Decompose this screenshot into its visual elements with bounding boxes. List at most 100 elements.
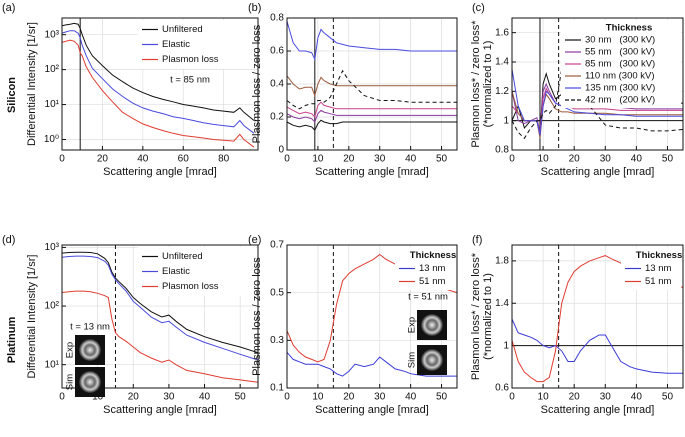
x-tick-label: 0 (284, 154, 290, 165)
legend-title: Thickness (410, 250, 456, 261)
plot-area (62, 245, 258, 388)
annotation: Exp (65, 342, 76, 358)
x-axis-label: Scattering angle [mrad] (315, 166, 429, 178)
x-tick-label: 40 (405, 392, 417, 403)
data-line (62, 290, 258, 383)
legend-label: 85 nm (300 kV) (585, 59, 655, 70)
annotation: Exp (407, 317, 418, 333)
x-tick-label: 20 (343, 154, 355, 165)
y-tick-label: 1.4 (495, 298, 509, 309)
legend-label: 13 nm (419, 263, 445, 274)
legend-label: 110 nm (300 kV) (585, 71, 655, 82)
plot-frame (286, 244, 458, 389)
y-tick-label: 0.8 (495, 145, 509, 156)
legend-title: Thickness (636, 250, 682, 261)
y-tick-label: 10³ (45, 29, 60, 40)
x-tick-label: 40 (631, 392, 643, 403)
y-tick-label: 1 (503, 340, 509, 351)
data-line (287, 69, 457, 110)
x-tick-label: 50 (662, 154, 674, 165)
data-line (287, 351, 457, 377)
y-axis-label: (*normalized to 1) (482, 41, 494, 128)
x-tick-label: 80 (218, 154, 230, 165)
y-axis-label: Differential Intensity [1/sr] (26, 22, 38, 146)
row-label: Silicon (6, 77, 18, 113)
x-tick-label: 0 (59, 392, 65, 403)
data-line (62, 30, 255, 134)
row-label: Platinum (6, 317, 18, 364)
y-tick-label: 0.3 (270, 335, 284, 346)
x-tick-label: 50 (436, 154, 448, 165)
legend-label: Elastic (162, 266, 190, 277)
panel-label: (b) (248, 2, 261, 14)
y-axis-label: Plasmon loss / zero loss (251, 257, 263, 376)
inset-pattern (79, 371, 101, 393)
y-axis-label: Plasmon loss / zero loss (251, 24, 263, 143)
y-tick-label: 10³ (45, 242, 60, 253)
y-tick-label: 1.8 (495, 256, 509, 267)
data-line (512, 318, 683, 374)
annotation: t = 13 nm (70, 322, 110, 333)
data-line (287, 21, 457, 62)
y-tick-label: 0.6 (495, 383, 509, 394)
legend-label: 51 nm (645, 276, 671, 287)
x-tick-label: 0 (509, 392, 515, 403)
x-tick-label: 50 (235, 392, 247, 403)
x-tick-label: 30 (600, 392, 612, 403)
data-line (287, 75, 457, 98)
y-tick-label: 0.1 (270, 383, 284, 394)
x-tick-label: 20 (569, 392, 581, 403)
annotation: t = 85 nm (170, 75, 210, 86)
x-tick-label: 40 (405, 154, 417, 165)
plot-frame (61, 244, 259, 389)
panel-label: (d) (2, 234, 15, 246)
x-tick-label: 0 (59, 154, 65, 165)
x-tick-label: 20 (128, 392, 140, 403)
annotation: t = 51 nm (408, 292, 448, 303)
x-axis-label: Scattering angle [mrad] (103, 404, 217, 416)
x-tick-label: 0 (509, 154, 515, 165)
y-tick-label: 1.6 (495, 27, 509, 38)
y-tick-label: 1.2 (495, 86, 509, 97)
legend-label: 30 nm (300 kV) (585, 35, 655, 46)
x-tick-label: 10 (92, 392, 104, 403)
panel-label: (e) (248, 234, 261, 246)
x-tick-label: 30 (600, 154, 612, 165)
legend-label: 135 nm (300 kV) (585, 83, 655, 94)
y-tick-label: 0.4 (270, 79, 284, 90)
y-axis-label: Plasmon loss* / zero loss* (470, 252, 482, 380)
plot-frame (61, 17, 259, 151)
x-tick-label: 10 (538, 392, 550, 403)
x-tick-label: 40 (631, 154, 643, 165)
y-axis-label: Differential Intensity [1/sr] (26, 255, 38, 379)
y-tick-label: 10¹ (45, 359, 60, 370)
y-tick-label: 0.7 (270, 240, 284, 251)
x-tick-label: 20 (97, 154, 109, 165)
x-axis-label: Scattering angle [mrad] (541, 166, 655, 178)
annotation: Sim (407, 352, 418, 368)
legend-title: Thickness (606, 23, 652, 34)
data-line (287, 119, 457, 132)
panel-label: (f) (472, 234, 482, 246)
plot-area (287, 18, 457, 150)
x-tick-label: 50 (436, 392, 448, 403)
x-tick-label: 30 (163, 392, 175, 403)
y-tick-label: 0.2 (270, 112, 284, 123)
data-line (62, 255, 258, 361)
x-tick-label: 40 (137, 154, 149, 165)
plot-area (62, 18, 255, 150)
data-line (62, 22, 255, 121)
legend-label: 55 nm (300 kV) (585, 47, 655, 58)
plot-frame (511, 244, 684, 389)
x-tick-label: 20 (569, 154, 581, 165)
panel-label: (a) (2, 2, 15, 14)
y-tick-label: 10² (45, 301, 60, 312)
plot-frame (286, 17, 458, 151)
x-tick-label: 60 (178, 154, 190, 165)
x-axis-label: Scattering angle [mrad] (541, 404, 655, 416)
data-line (287, 109, 457, 123)
y-tick-label: 10⁰ (44, 134, 59, 145)
panel-label: (c) (472, 2, 485, 14)
inset-pattern (79, 339, 101, 361)
